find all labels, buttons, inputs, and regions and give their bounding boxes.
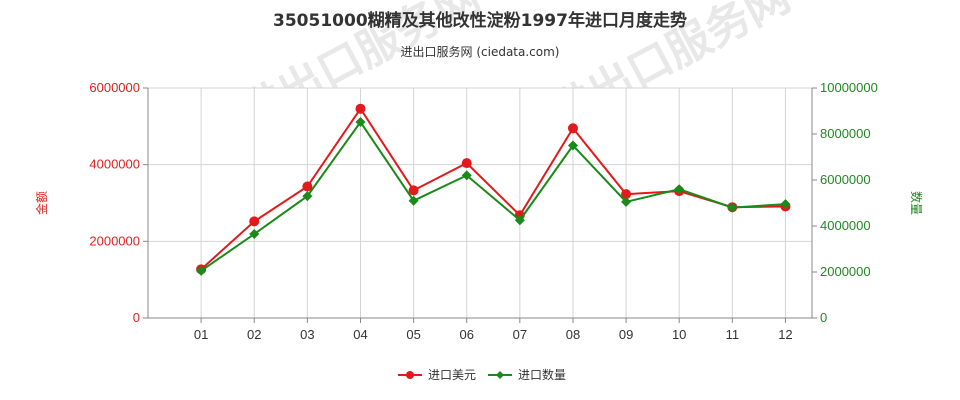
- left-tick-label: 0: [133, 310, 140, 325]
- left-tick-label: 6000000: [89, 80, 140, 95]
- right-tick-label: 4000000: [820, 218, 871, 233]
- series-2-point: [674, 184, 685, 195]
- right-tick-label: 2000000: [820, 264, 871, 279]
- right-tick-label: 0: [820, 310, 827, 325]
- series-line-2: [200, 120, 786, 272]
- legend-item-2[interactable]: 进口数量: [488, 367, 566, 382]
- x-tick-label: 03: [300, 327, 314, 342]
- plot-area: [148, 88, 812, 318]
- left-axis-ticks: 0 2000000 4000000 6000000: [89, 80, 148, 325]
- series-2-point: [355, 117, 366, 128]
- right-tick-label: 10000000: [820, 80, 878, 95]
- axes: [147, 88, 813, 319]
- chart-subtitle: 进出口服务网 (ciedata.com): [401, 44, 560, 59]
- series-2-point: [249, 229, 260, 240]
- plot-background: [148, 88, 812, 318]
- chart-title: 35051000糊精及其他改性淀粉1997年进口月度走势: [273, 10, 687, 31]
- right-tick-label: 8000000: [820, 126, 871, 141]
- series-1-point: [461, 158, 472, 169]
- series-2-point: [302, 191, 313, 202]
- legend[interactable]: 进口美元 进口数量: [398, 367, 566, 382]
- x-tick-label: 07: [513, 327, 527, 342]
- x-tick-label: 12: [778, 327, 792, 342]
- right-axis-label: 数量: [909, 191, 924, 215]
- series-2-point: [621, 196, 632, 207]
- right-tick-label: 6000000: [820, 172, 871, 187]
- x-tick-label: 01: [194, 327, 208, 342]
- x-axis-ticks: 01 02 03 04 05 06 07 08 09 10 11 12: [194, 318, 793, 342]
- left-tick-label: 2000000: [89, 233, 140, 248]
- legend-marker-diamond: [496, 371, 504, 379]
- series-2-point: [727, 202, 738, 213]
- x-tick-label: 06: [459, 327, 473, 342]
- series-2-point: [196, 265, 207, 276]
- series-1-point: [621, 189, 632, 200]
- series-1-point: [355, 103, 366, 114]
- series-1-point: [408, 185, 419, 196]
- series-2-point: [780, 199, 791, 210]
- series-2-point: [408, 195, 419, 206]
- left-tick-label: 4000000: [89, 157, 140, 172]
- series-1-point: [567, 123, 578, 134]
- x-tick-label: 04: [353, 327, 367, 342]
- series-line-1: [200, 106, 786, 271]
- legend-marker-circle: [406, 371, 414, 379]
- x-tick-label: 05: [406, 327, 420, 342]
- right-axis-ticks: 0 2000000 4000000 6000000 8000000 10000000: [812, 80, 878, 325]
- series-2-point: [567, 140, 578, 151]
- series-2-point: [461, 170, 472, 181]
- x-tick-label: 10: [672, 327, 686, 342]
- legend-label: 进口数量: [518, 367, 566, 382]
- series-1-point: [249, 216, 260, 227]
- left-axis-label: 金额: [34, 191, 49, 215]
- x-tick-label: 11: [726, 327, 740, 342]
- x-tick-label: 08: [566, 327, 580, 342]
- x-tick-label: 09: [619, 327, 633, 342]
- legend-item-1[interactable]: 进口美元: [398, 368, 476, 382]
- x-tick-label: 02: [247, 327, 261, 342]
- series-layer: [196, 103, 791, 276]
- series-2-point: [514, 215, 525, 226]
- series-1-point: [302, 181, 313, 192]
- legend-label: 进口美元: [428, 368, 476, 382]
